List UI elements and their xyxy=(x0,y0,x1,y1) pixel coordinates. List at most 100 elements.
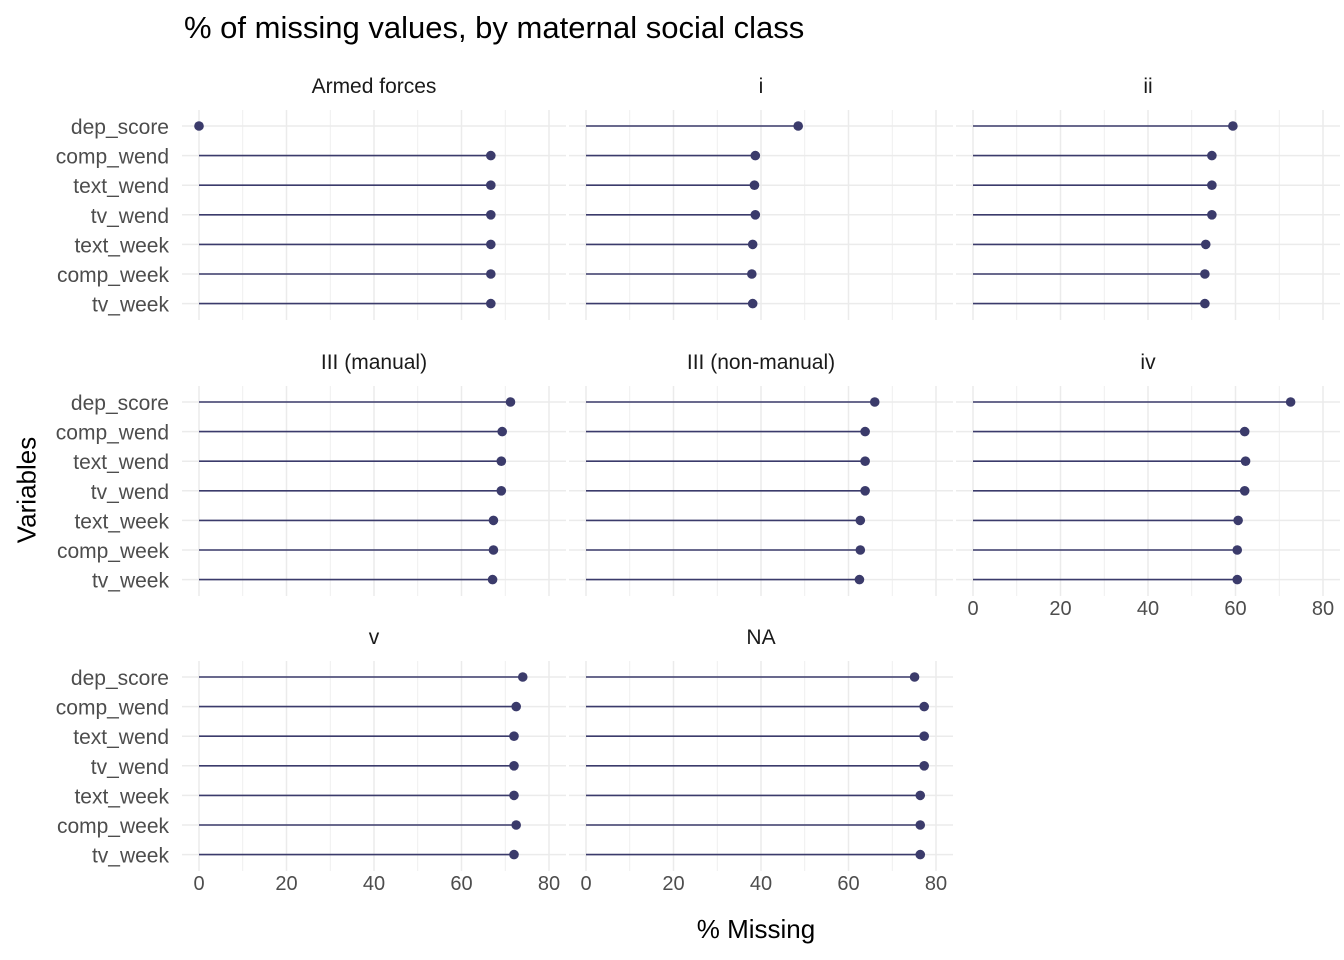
lollipop-point xyxy=(747,269,757,279)
y-tick-label: text_week xyxy=(74,510,169,533)
panel-strip-label: III (non-manual) xyxy=(687,351,835,374)
lollipop-point xyxy=(1207,180,1217,190)
lollipop-point xyxy=(1232,574,1243,585)
lollipop-point xyxy=(511,701,521,712)
lollipop-point xyxy=(919,701,929,712)
y-tick-label: comp_week xyxy=(57,264,170,287)
chart-title: % of missing values, by maternal social … xyxy=(184,10,805,45)
lollipop-point xyxy=(750,210,761,220)
x-tick-label: 40 xyxy=(750,873,772,895)
lollipop-point xyxy=(509,790,519,801)
lollipop-point xyxy=(1200,269,1210,279)
lollipop-point xyxy=(869,397,880,407)
lollipop-point xyxy=(486,239,496,250)
x-tick-label: 80 xyxy=(925,873,947,895)
lollipop-point xyxy=(509,761,519,771)
lollipop-point xyxy=(793,121,803,131)
lollipop-point xyxy=(486,298,496,309)
lollipop-point xyxy=(860,426,870,437)
y-tick-label: tv_wend xyxy=(91,205,169,228)
lollipop-point xyxy=(909,672,920,682)
x-tick-label: 20 xyxy=(275,873,297,895)
lollipop-point xyxy=(488,515,499,526)
y-tick-label: tv_wend xyxy=(91,756,169,779)
y-tick-label: text_week xyxy=(74,785,169,808)
lollipop-point xyxy=(1200,298,1210,309)
x-tick-label: 60 xyxy=(1224,598,1246,620)
panel-strip-label: III (manual) xyxy=(321,351,427,374)
lollipop-point xyxy=(497,426,507,437)
y-tick-label: comp_wend xyxy=(56,146,169,169)
lollipop-point xyxy=(486,269,496,279)
lollipop-point xyxy=(854,574,865,585)
y-tick-label: dep_score xyxy=(71,392,169,415)
lollipop-point xyxy=(915,849,926,860)
lollipop-point xyxy=(747,298,758,309)
y-tick-label: text_wend xyxy=(73,451,169,474)
lollipop-point xyxy=(919,761,929,771)
lollipop-point xyxy=(486,150,496,161)
lollipop-point xyxy=(194,121,204,131)
lollipop-point xyxy=(1200,239,1211,250)
panel-strip-label: v xyxy=(369,626,380,649)
lollipop-point xyxy=(1239,486,1250,496)
x-axis-title: % Missing xyxy=(696,914,816,944)
panel-strip-label: Armed forces xyxy=(312,75,437,98)
lollipop-point xyxy=(1232,545,1243,555)
lollipop-point xyxy=(496,486,507,496)
lollipop-point xyxy=(486,210,496,220)
lollipop-point xyxy=(860,456,870,467)
y-tick-label: tv_week xyxy=(92,845,170,868)
lollipop-point xyxy=(860,486,870,496)
y-tick-label: tv_wend xyxy=(91,481,169,504)
lollipop-point xyxy=(1233,515,1243,526)
panel-strip-label: iv xyxy=(1140,351,1156,374)
lollipop-point xyxy=(915,790,926,801)
lollipop-point xyxy=(496,456,507,467)
lollipop-point xyxy=(747,239,758,250)
x-tick-label: 80 xyxy=(1312,598,1334,620)
x-tick-label: 0 xyxy=(967,598,978,620)
lollipop-point xyxy=(488,545,499,555)
lollipop-point xyxy=(511,820,521,830)
lollipop-point xyxy=(855,545,866,555)
y-tick-label: tv_week xyxy=(92,294,170,317)
x-tick-label: 0 xyxy=(580,873,591,895)
panel-strip-label: ii xyxy=(1143,75,1152,98)
x-tick-label: 40 xyxy=(1137,598,1159,620)
lollipop-point xyxy=(855,515,866,526)
y-tick-label: dep_score xyxy=(71,116,169,139)
lollipop-point xyxy=(1240,456,1251,467)
x-tick-label: 60 xyxy=(450,873,472,895)
y-tick-label: tv_week xyxy=(92,570,170,593)
panel-strip-label: i xyxy=(759,75,764,98)
y-tick-label: text_wend xyxy=(73,175,169,198)
x-tick-label: 20 xyxy=(662,873,684,895)
lollipop-point xyxy=(505,397,516,407)
lollipop-point xyxy=(517,672,528,682)
y-tick-label: comp_wend xyxy=(56,422,169,445)
lollipop-point xyxy=(919,731,929,741)
y-tick-label: text_wend xyxy=(73,726,169,749)
x-tick-label: 0 xyxy=(193,873,204,895)
lollipop-point xyxy=(750,150,761,161)
panel-strip-label: NA xyxy=(746,626,775,649)
y-tick-label: comp_week xyxy=(57,815,170,838)
lollipop-point xyxy=(487,574,498,585)
lollipop-point xyxy=(1285,397,1296,407)
y-tick-label: dep_score xyxy=(71,667,169,690)
y-tick-label: text_week xyxy=(74,234,169,257)
y-tick-label: comp_wend xyxy=(56,697,169,720)
x-tick-label: 20 xyxy=(1049,598,1071,620)
lollipop-point xyxy=(915,820,926,830)
y-tick-label: comp_week xyxy=(57,540,170,563)
x-tick-label: 40 xyxy=(363,873,385,895)
lollipop-point xyxy=(1207,150,1217,161)
lollipop-point xyxy=(1228,121,1238,131)
x-tick-label: 60 xyxy=(837,873,859,895)
lollipop-point xyxy=(486,180,496,190)
lollipop-point xyxy=(749,180,760,190)
lollipop-point xyxy=(509,731,519,741)
